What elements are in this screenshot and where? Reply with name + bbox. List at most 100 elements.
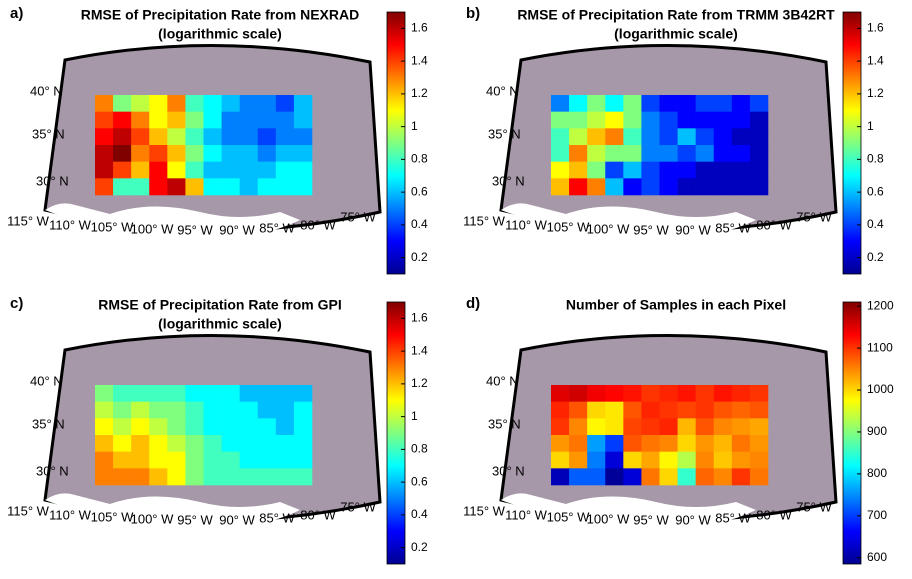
panel-label: d) xyxy=(466,295,480,312)
panel-label: c) xyxy=(10,295,23,312)
heat-cell xyxy=(605,435,624,452)
heat-cell xyxy=(677,95,696,112)
heat-cell xyxy=(131,468,150,486)
heat-cell xyxy=(713,161,733,179)
heat-cell xyxy=(131,161,150,179)
colorbar xyxy=(842,11,862,275)
heat-cell xyxy=(257,385,277,402)
land-gap xyxy=(45,493,300,529)
heat-cell xyxy=(293,418,313,436)
heat-cell xyxy=(677,145,696,162)
heat-cell xyxy=(149,95,168,112)
lon-label: 100° W xyxy=(131,221,175,236)
heat-cell xyxy=(605,145,624,162)
lon-label: 115° W xyxy=(463,503,506,518)
colorbar-tick-label: 0.2 xyxy=(867,250,884,264)
heat-cell xyxy=(113,145,132,162)
heat-cell xyxy=(641,95,660,112)
heat-cell xyxy=(695,401,715,419)
heat-cell xyxy=(257,145,277,162)
heat-cell xyxy=(659,111,678,129)
heat-cell xyxy=(713,128,733,146)
heat-cell xyxy=(749,435,769,452)
heat-cell xyxy=(605,161,624,179)
heat-cell xyxy=(275,418,295,436)
lon-label: 95° W xyxy=(177,222,213,237)
heat-cell xyxy=(293,178,313,196)
heat-cell xyxy=(677,435,696,452)
lat-label: 40° N xyxy=(30,83,63,98)
heat-cell xyxy=(131,401,150,419)
lon-label: 90° W xyxy=(675,222,711,237)
heat-cell xyxy=(113,401,132,419)
heat-cell xyxy=(569,468,588,486)
heat-cell xyxy=(239,128,259,146)
heat-cell xyxy=(149,468,168,486)
heat-cell xyxy=(641,111,660,129)
heat-cell xyxy=(203,468,222,486)
heat-cell xyxy=(203,418,222,436)
heat-cell xyxy=(587,468,606,486)
heat-cell xyxy=(569,145,588,162)
heat-cell xyxy=(587,111,606,129)
heat-cell xyxy=(221,178,240,196)
heat-cell xyxy=(95,385,114,402)
heat-cell xyxy=(551,468,570,486)
colorbar xyxy=(386,11,406,275)
heat-cell xyxy=(149,385,168,402)
heat-cell xyxy=(551,385,570,402)
colorbar xyxy=(842,301,862,565)
heat-cell xyxy=(113,451,132,469)
heat-cell xyxy=(659,128,678,146)
lat-label: 35° N xyxy=(488,416,521,431)
heat-cell xyxy=(203,401,222,419)
heat-cell xyxy=(605,418,624,436)
heat-cell xyxy=(167,111,186,129)
heat-cell xyxy=(623,161,642,179)
heat-cell xyxy=(149,161,168,179)
lon-label: 115° W xyxy=(7,213,50,228)
land-gap xyxy=(45,203,300,239)
heat-cell xyxy=(203,178,222,196)
heat-cell xyxy=(659,468,678,486)
heat-cell xyxy=(695,451,715,469)
lon-label: 95° W xyxy=(633,222,669,237)
lon-label: 75° W xyxy=(796,209,832,224)
chart-title: RMSE of Precipitation Rate from TRMM 3B4… xyxy=(517,7,835,23)
heat-cell xyxy=(203,385,222,402)
heat-cell xyxy=(293,385,313,402)
colorbar-tick-label: 1.4 xyxy=(411,343,428,357)
land-gap xyxy=(501,493,756,529)
heat-cell xyxy=(641,178,660,196)
heat-cell xyxy=(167,435,186,452)
heat-cell xyxy=(131,178,150,196)
heat-cell xyxy=(749,468,769,486)
heat-cell xyxy=(185,111,204,129)
heat-cell xyxy=(149,401,168,419)
heat-cell xyxy=(749,95,769,112)
heat-cell xyxy=(131,145,150,162)
heat-cell xyxy=(293,111,313,129)
heat-cell xyxy=(749,161,769,179)
lon-label: 85° W xyxy=(715,510,751,525)
colorbar-tick-label: 1.4 xyxy=(411,53,428,67)
heat-cell xyxy=(749,128,769,146)
heat-cell xyxy=(293,128,313,146)
heat-cell xyxy=(713,451,733,469)
heat-cell xyxy=(551,128,570,146)
colorbar-tick-label: 900 xyxy=(867,424,887,438)
heat-cell xyxy=(677,161,696,179)
heat-cell xyxy=(569,161,588,179)
colorbar-tick-label: 1 xyxy=(411,119,418,133)
heat-cell xyxy=(713,401,733,419)
heat-cell xyxy=(95,451,114,469)
heat-cell xyxy=(167,418,186,436)
heat-cell xyxy=(167,161,186,179)
lon-label: 100° W xyxy=(587,221,631,236)
heat-cell xyxy=(713,418,733,436)
heat-cell xyxy=(95,145,114,162)
heat-cell xyxy=(185,145,204,162)
heat-cell xyxy=(641,468,660,486)
heat-cell xyxy=(749,401,769,419)
